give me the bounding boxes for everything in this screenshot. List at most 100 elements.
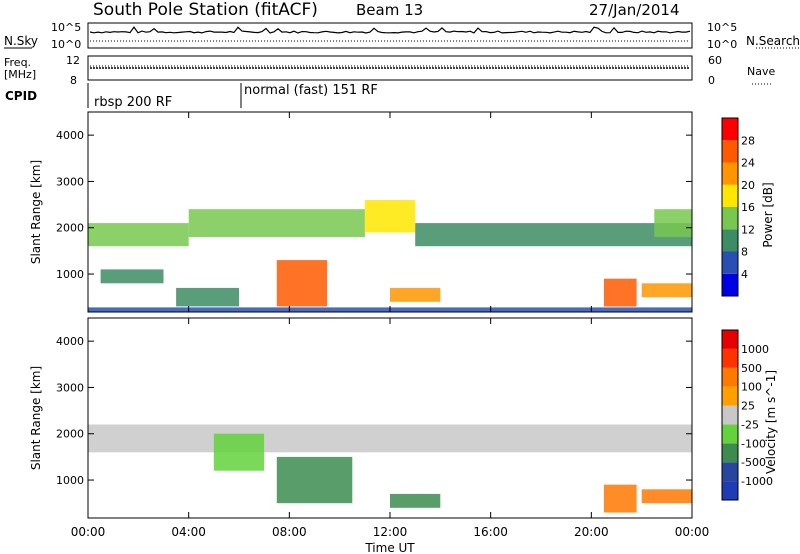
colorbar-tick-label: -100 — [741, 437, 766, 450]
y-tick-label: 4000 — [56, 129, 84, 142]
noise-panel-frame — [87, 22, 693, 49]
y-tick-label: 3000 — [56, 381, 84, 394]
colorbar-swatch — [722, 184, 738, 207]
heatmap-band — [641, 489, 692, 504]
heatmap-band — [390, 287, 441, 302]
colorbar-swatch — [722, 443, 738, 463]
freq-panel-frame — [87, 55, 693, 81]
x-tick-label: 00:00 — [675, 525, 710, 539]
nave-tick-top: 60 — [708, 54, 722, 67]
colorbar-swatch — [722, 330, 738, 349]
freq-tick-bottom: 8 — [70, 74, 77, 87]
power-panel: 1000 2000 3000 4000 Slant Range [km] 28 24 20… — [29, 111, 775, 313]
power-y-axis-label: Slant Range [km] — [29, 160, 43, 264]
freq-label-2: [MHz] — [4, 68, 36, 81]
heatmap-band — [188, 209, 365, 237]
colorbar-tick-label: -25 — [741, 418, 759, 431]
freq-panel: Freq. [MHz] 12 8 60 0 Nave — [4, 54, 775, 87]
colorbar-swatch — [722, 367, 738, 387]
colorbar-tick-label: 100 — [741, 381, 762, 394]
x-axis-title: Time UT — [364, 541, 415, 554]
colorbar-tick-label: 20 — [741, 179, 755, 192]
cpid-segment-1: rbsp 200 RF — [94, 95, 172, 110]
heatmap-band — [176, 287, 239, 307]
power-colorbar: 28 24 20 16 12 8 4 — [721, 117, 755, 297]
freq-label-1: Freq. — [4, 56, 31, 69]
date-label: 27/Jan/2014 — [589, 1, 680, 19]
colorbar-tick-label: 25 — [741, 400, 755, 413]
noise-sky-line — [89, 26, 691, 34]
x-tick-label: 04:00 — [171, 525, 206, 539]
y-tick-label: 2000 — [56, 222, 84, 235]
power-heatmap — [88, 200, 693, 312]
colorbar-swatch — [722, 424, 738, 444]
heatmap-band — [276, 260, 328, 307]
heatmap-band — [390, 493, 441, 508]
velocity-colorbar-label: Velocity [m s^-1] — [764, 370, 778, 474]
velocity-heatmap — [88, 424, 692, 513]
heatmap-band — [276, 456, 353, 504]
x-tick-label: 16:00 — [473, 525, 508, 539]
y-tick-label: 4000 — [56, 335, 84, 348]
heatmap-band — [603, 278, 637, 307]
colorbar-tick-label: 28 — [741, 134, 755, 147]
noise-panel: N.Sky N.Search 10^5 10^0 10^5 10^0 — [4, 21, 800, 51]
heatmap-band — [88, 223, 189, 247]
colorbar-tick-label: 16 — [741, 201, 755, 214]
power-colorbar-label: Power [dB] — [761, 182, 775, 247]
heatmap-band — [364, 200, 416, 233]
heatmap-band — [88, 424, 692, 453]
colorbar-tick-label: -500 — [741, 456, 766, 469]
velocity-panel-frame — [87, 317, 693, 519]
colorbar-swatch — [722, 140, 738, 163]
colorbar-tick-label: 12 — [741, 223, 755, 236]
velocity-colorbar: 1000 500 100 25 -25 -100 -500 -1000 — [721, 329, 773, 501]
heatmap-band — [415, 223, 692, 247]
x-tick-label: 00:00 — [71, 525, 106, 539]
y-tick-label: 2000 — [56, 428, 84, 441]
noise-left-tick-bottom: 10^0 — [51, 38, 81, 51]
velocity-y-axis-label: Slant Range [km] — [29, 366, 43, 470]
x-tick-label: 12:00 — [373, 525, 408, 539]
colorbar-tick-label: 500 — [741, 362, 762, 375]
cpid-panel: CPID rbsp 200 RF normal (fast) 151 RF — [5, 83, 378, 110]
station-title: South Pole Station (fitACF) — [93, 0, 318, 20]
colorbar-swatch — [722, 162, 738, 185]
noise-right-label: N.Search — [746, 34, 800, 48]
heatmap-band — [603, 484, 637, 513]
velocity-panel: 1000 2000 3000 4000 Slant Range [km] 1000 50… — [29, 317, 778, 519]
colorbar-swatch — [722, 251, 738, 274]
colorbar-swatch — [722, 462, 738, 482]
colorbar-swatch — [722, 481, 738, 500]
freq-tick-top: 12 — [66, 54, 80, 67]
y-tick-label: 1000 — [56, 474, 84, 487]
nave-tick-bottom: 0 — [708, 74, 715, 87]
heatmap-band — [100, 269, 164, 284]
heatmap-band — [654, 209, 693, 237]
colorbar-tick-label: 4 — [741, 268, 748, 281]
colorbar-tick-label: -1000 — [741, 475, 773, 488]
colorbar-tick-label: 1000 — [741, 343, 769, 356]
noise-right-tick-top: 10^5 — [707, 21, 737, 34]
cpid-label: CPID — [5, 89, 37, 103]
colorbar-swatch — [722, 207, 738, 230]
nave-label: Nave — [747, 65, 775, 78]
y-tick-label: 1000 — [56, 268, 84, 281]
time-axis: 00:00 04:00 08:00 12:00 16:00 20:00 00:00 — [71, 112, 710, 539]
colorbar-swatch — [722, 348, 738, 368]
noise-left-tick-top: 10^5 — [51, 21, 81, 34]
x-tick-label: 20:00 — [574, 525, 609, 539]
cpid-segment-2: normal (fast) 151 RF — [244, 83, 378, 98]
noise-right-tick-bottom: 10^0 — [707, 38, 737, 51]
y-tick-label: 3000 — [56, 175, 84, 188]
heatmap-band — [641, 283, 692, 298]
colorbar-swatch — [722, 273, 738, 296]
colorbar-tick-label: 8 — [741, 246, 748, 259]
heatmap-band — [213, 433, 265, 471]
beam-label: Beam 13 — [356, 1, 423, 19]
colorbar-swatch — [722, 405, 738, 425]
colorbar-swatch — [722, 386, 738, 406]
colorbar-swatch — [722, 229, 738, 252]
x-tick-label: 08:00 — [272, 525, 307, 539]
